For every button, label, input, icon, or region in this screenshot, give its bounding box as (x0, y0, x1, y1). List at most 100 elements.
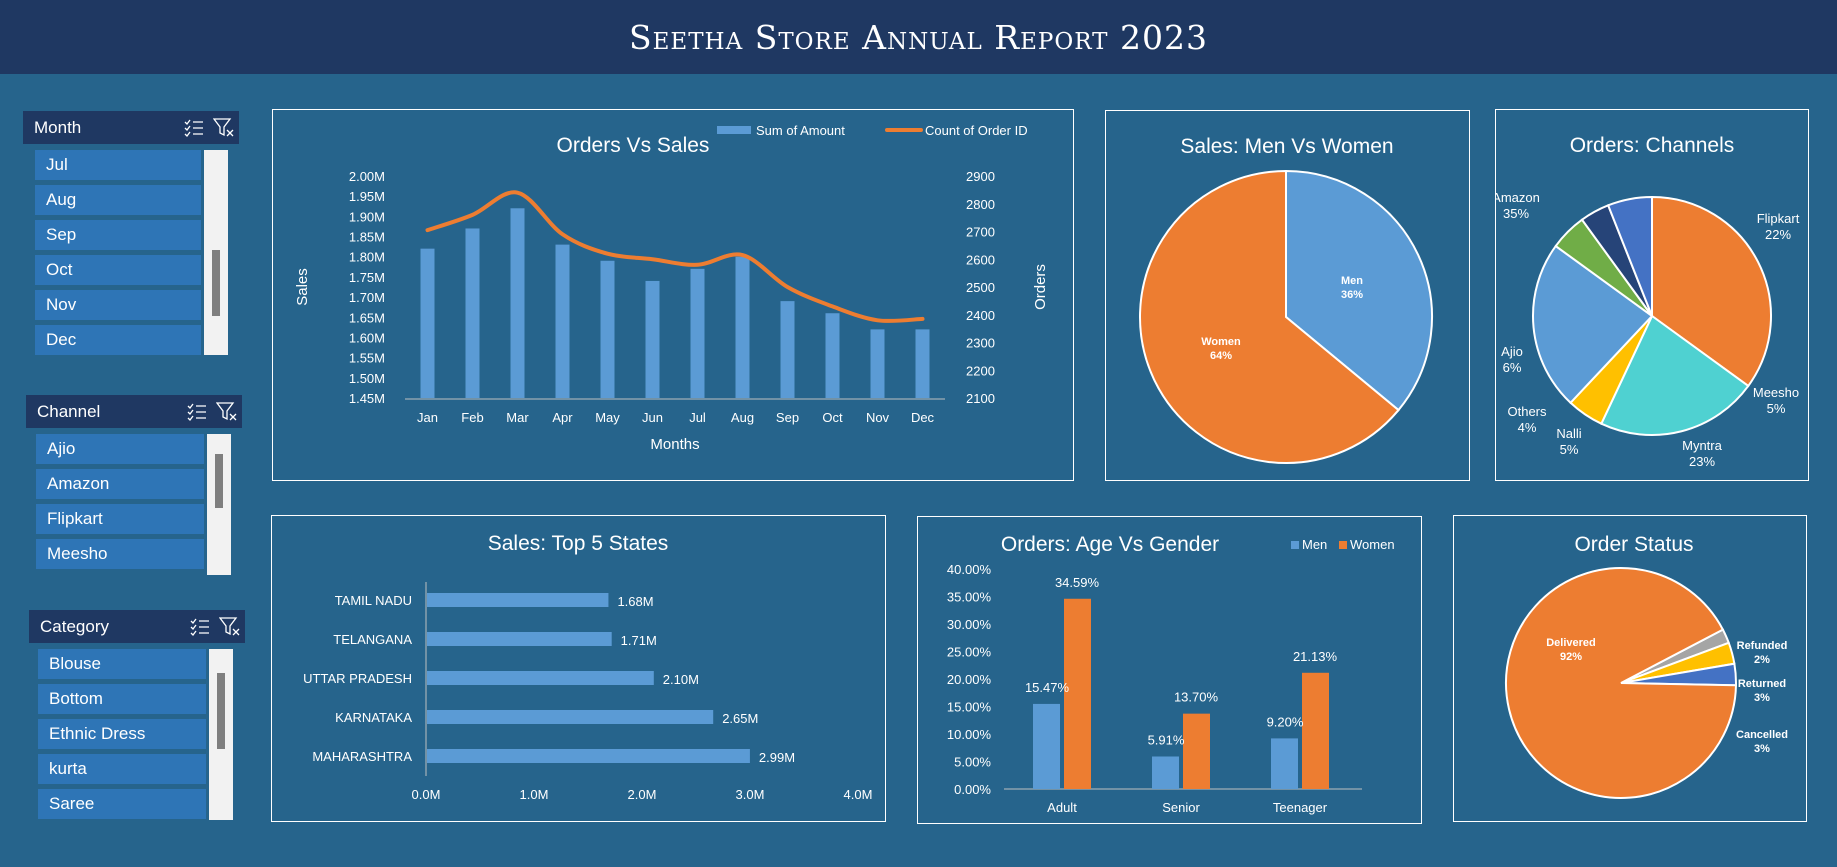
pie-label-ajio: Ajio (1501, 344, 1523, 359)
bar-women-adult (1064, 598, 1091, 789)
slicer-item-nov[interactable]: Nov (35, 290, 201, 320)
bar-sep (780, 301, 795, 398)
x-tick-label: Teenager (1273, 800, 1328, 815)
top-states-panel: Sales: Top 5 States TAMIL NADU 1.68M TELANG… (271, 515, 886, 822)
channel-scroll-thumb[interactable] (215, 454, 223, 508)
legend-label-men: Men (1302, 537, 1327, 552)
men-vs-women-panel: Sales: Men Vs Women Men 36% Women 64% (1105, 110, 1470, 481)
slicer-item-amazon[interactable]: Amazon (36, 469, 204, 499)
slicer-item-bottom[interactable]: Bottom (38, 684, 206, 714)
slicer-item-blouse[interactable]: Blouse (38, 649, 206, 679)
y-tick-label: 1.65M (349, 310, 385, 325)
channel-slicer-header: Channel (26, 395, 242, 428)
legend-swatch-men (1291, 541, 1299, 549)
pie-value-cancelled: 3% (1754, 743, 1770, 755)
slicer-item-kurta[interactable]: kurta (38, 754, 206, 784)
pie-value-others: 4% (1518, 420, 1537, 435)
slicer-item-sep[interactable]: Sep (35, 220, 201, 250)
pie-value-myntra: 23% (1689, 454, 1715, 469)
month-slicer: Month Jul Aug Sep Oct Nov Dec (23, 111, 239, 355)
men-vs-women-chart: Sales: Men Vs Women Men 36% Women 64% (1139, 135, 1433, 464)
y-tick-label: 30.00% (947, 617, 992, 632)
pie-label-nalli: Nalli (1556, 426, 1581, 441)
data-label: 2.99M (759, 750, 795, 765)
slicer-item-ajio[interactable]: Ajio (36, 434, 204, 464)
top-states-chart: Sales: Top 5 States TAMIL NADU 1.68M TELANG… (303, 532, 873, 802)
clear-filter-icon[interactable] (215, 610, 245, 643)
y-tick-label: 0.00% (954, 782, 991, 797)
pie-label-flipkart: Flipkart (1757, 211, 1800, 226)
category-slicer-header: Category (29, 610, 245, 643)
month-scrollbar[interactable] (204, 150, 228, 355)
data-label: 15.47% (1025, 680, 1070, 695)
bar-jul (690, 268, 705, 398)
x-tick-label: Jul (689, 410, 706, 425)
legend-label-women: Women (1350, 537, 1395, 552)
y-tick-label: 2.00M (349, 169, 385, 184)
slicer-item-oct[interactable]: Oct (35, 255, 201, 285)
bar-jun (645, 280, 660, 398)
y-tick-label: 40.00% (947, 562, 992, 577)
category-label: TELANGANA (333, 632, 412, 647)
y2-tick-label: 2300 (966, 336, 995, 351)
clear-filter-icon[interactable] (209, 111, 239, 144)
bar-tamil-nadu (427, 593, 609, 607)
order-status-panel: Order Status Delivered 92% Refunded 2% Return… (1453, 515, 1807, 822)
month-scroll-thumb[interactable] (212, 250, 220, 316)
chart-title: Orders Vs Sales (557, 134, 710, 157)
multi-select-icon[interactable] (182, 395, 212, 428)
clear-filter-icon[interactable] (212, 395, 242, 428)
x-tick-label: Mar (506, 410, 529, 425)
report-title: Seetha Store Annual Report 2023 (629, 17, 1208, 57)
data-label: 2.65M (722, 711, 758, 726)
pie-value-amazon: 35% (1503, 206, 1529, 221)
bar-karnataka (427, 710, 714, 724)
x-tick-label: 3.0M (736, 787, 765, 802)
data-label: 13.70% (1174, 690, 1219, 705)
slicer-item-jul[interactable]: Jul (35, 150, 201, 180)
y-tick-label: 10.00% (947, 727, 992, 742)
multi-select-icon[interactable] (179, 111, 209, 144)
category-scrollbar[interactable] (209, 649, 233, 820)
category-scroll-thumb[interactable] (217, 673, 225, 749)
y-tick-label: 1.85M (349, 230, 385, 245)
slicer-item-ethnic-dress[interactable]: Ethnic Dress (38, 719, 206, 749)
y-tick-label: 1.60M (349, 330, 385, 345)
multi-select-icon[interactable] (185, 610, 215, 643)
slicer-item-flipkart[interactable]: Flipkart (36, 504, 204, 534)
data-label: 21.13% (1293, 649, 1338, 664)
category-slicer: Category Blouse Bottom Ethnic Dress kurt… (29, 610, 245, 820)
pie-value-delivered: 92% (1560, 651, 1582, 663)
x-tick-label: 4.0M (844, 787, 873, 802)
slicer-item-meesho[interactable]: Meesho (36, 539, 204, 569)
month-slicer-header: Month (23, 111, 239, 144)
chart-title: Order Status (1574, 533, 1693, 556)
x-axis-title: Months (650, 436, 699, 453)
bar-men-adult (1033, 703, 1060, 789)
slicer-item-aug[interactable]: Aug (35, 185, 201, 215)
channel-scrollbar[interactable] (207, 434, 231, 575)
bar-men-teenager (1271, 738, 1298, 789)
y-tick-label: 5.00% (954, 755, 991, 770)
category-label: TAMIL NADU (335, 593, 412, 608)
bar-men-senior (1152, 756, 1179, 789)
pie-label-delivered: Delivered (1546, 637, 1596, 649)
category-label: MAHARASHTRA (312, 749, 412, 764)
data-label: 9.20% (1267, 714, 1304, 729)
pie-value-ajio: 6% (1503, 360, 1522, 375)
pie-value-returned: 3% (1754, 692, 1770, 704)
y-tick-label: 1.90M (349, 209, 385, 224)
y-tick-label: 1.45M (349, 391, 385, 406)
y-tick-label: 1.95M (349, 189, 385, 204)
legend-label-amount: Sum of Amount (756, 123, 845, 138)
pie-label-returned: Returned (1738, 678, 1786, 690)
bar-telangana (427, 632, 612, 646)
bar-dec (915, 329, 930, 398)
slicer-item-dec[interactable]: Dec (35, 325, 201, 355)
slicer-item-saree[interactable]: Saree (38, 789, 206, 819)
pie-label-refunded: Refunded (1737, 640, 1788, 652)
x-tick-label: 0.0M (412, 787, 441, 802)
x-tick-label: Jun (642, 410, 663, 425)
x-tick-label: Oct (822, 410, 843, 425)
y2-tick-label: 2500 (966, 280, 995, 295)
